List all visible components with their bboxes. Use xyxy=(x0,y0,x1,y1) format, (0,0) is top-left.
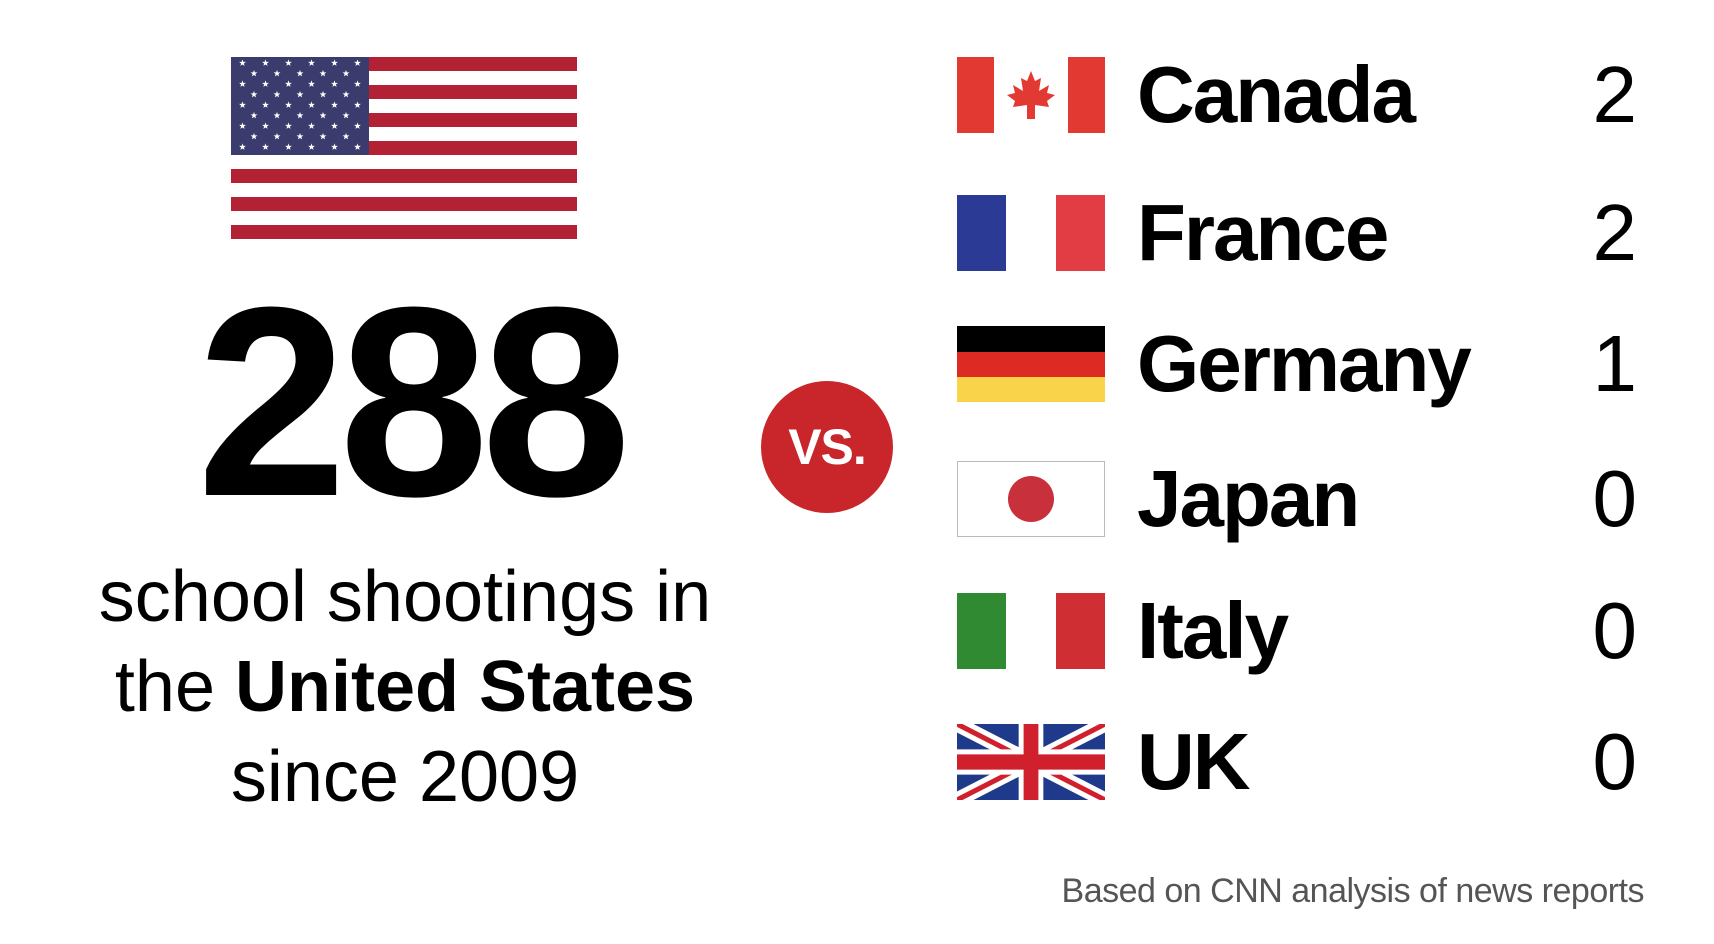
flag-star xyxy=(273,132,281,140)
flag-star xyxy=(262,101,269,108)
flag-star xyxy=(319,132,327,140)
flag-star xyxy=(262,80,269,87)
flag-star xyxy=(285,143,292,150)
country-name: UK xyxy=(1137,717,1251,806)
flag-star xyxy=(239,80,246,87)
flag-star xyxy=(342,90,350,98)
country-row-japan: Japan 0 xyxy=(957,454,1638,543)
flag-star xyxy=(239,143,246,150)
country-name: Canada xyxy=(1137,50,1416,139)
country-row-germany: Germany 1 xyxy=(957,319,1638,408)
flag-star xyxy=(319,69,327,77)
flag-star xyxy=(250,132,258,140)
caption-country: United States xyxy=(235,647,696,727)
caption-line-1: school shootings in xyxy=(98,557,712,637)
main-stat-value: 288 xyxy=(196,252,631,553)
flag-star xyxy=(342,132,350,140)
source-note: Based on CNN analysis of news reports xyxy=(1061,872,1645,910)
country-row-france: France 2 xyxy=(957,188,1638,277)
flag-star xyxy=(331,143,338,150)
country-name: Italy xyxy=(1137,586,1289,675)
flag-star xyxy=(296,69,304,77)
flag-star xyxy=(285,122,292,129)
flag-star xyxy=(331,101,338,108)
flag-star xyxy=(250,111,258,119)
country-name: France xyxy=(1137,188,1389,277)
country-count: 0 xyxy=(1592,717,1638,806)
flag-star xyxy=(319,111,327,119)
flag-star xyxy=(262,122,269,129)
flag-star xyxy=(296,132,304,140)
country-count: 0 xyxy=(1592,454,1638,543)
flag-star xyxy=(250,90,258,98)
germany-flag-icon xyxy=(957,326,1105,402)
country-row-italy: Italy 0 xyxy=(957,586,1638,675)
flag-star xyxy=(331,122,338,129)
caption-line-2-prefix: the xyxy=(114,647,235,727)
uk-flag-icon xyxy=(957,724,1105,800)
country-count: 2 xyxy=(1592,50,1638,139)
flag-star xyxy=(296,90,304,98)
flag-star xyxy=(273,69,281,77)
flag-star xyxy=(319,90,327,98)
caption-line-3: since 2009 xyxy=(230,737,580,817)
japan-flag-icon xyxy=(957,461,1105,537)
country-count: 1 xyxy=(1592,319,1638,408)
main-stat-caption: school shootings in the United States si… xyxy=(40,552,770,822)
flag-star xyxy=(331,80,338,87)
flag-star xyxy=(262,143,269,150)
flag-star xyxy=(354,122,361,129)
us-flag-icon xyxy=(231,57,577,239)
flag-star xyxy=(296,111,304,119)
flag-star xyxy=(354,143,361,150)
flag-star xyxy=(273,90,281,98)
flag-star xyxy=(331,59,338,66)
caption-line-2: the United States xyxy=(40,642,770,732)
flag-star xyxy=(354,59,361,66)
flag-star xyxy=(308,80,315,87)
flag-star xyxy=(342,69,350,77)
flag-star xyxy=(239,59,246,66)
country-row-canada: Canada 2 xyxy=(957,50,1638,139)
country-row-uk: UK 0 xyxy=(957,717,1638,806)
flag-star xyxy=(239,101,246,108)
flag-star xyxy=(354,80,361,87)
flag-star xyxy=(239,122,246,129)
italy-flag-icon xyxy=(957,593,1105,669)
flag-star xyxy=(285,80,292,87)
flag-star xyxy=(308,122,315,129)
flag-star xyxy=(308,101,315,108)
country-name: Japan xyxy=(1137,454,1360,543)
france-flag-icon xyxy=(957,195,1105,271)
vs-badge: VS. xyxy=(761,381,893,513)
flag-star xyxy=(308,143,315,150)
country-count: 2 xyxy=(1592,188,1638,277)
flag-star xyxy=(354,101,361,108)
flag-star xyxy=(273,111,281,119)
flag-star xyxy=(262,59,269,66)
flag-star xyxy=(308,59,315,66)
country-count: 0 xyxy=(1592,586,1638,675)
flag-star xyxy=(250,69,258,77)
flag-star xyxy=(342,111,350,119)
flag-star xyxy=(285,59,292,66)
canada-flag-icon xyxy=(957,57,1105,133)
flag-star xyxy=(285,101,292,108)
country-name: Germany xyxy=(1137,319,1472,408)
